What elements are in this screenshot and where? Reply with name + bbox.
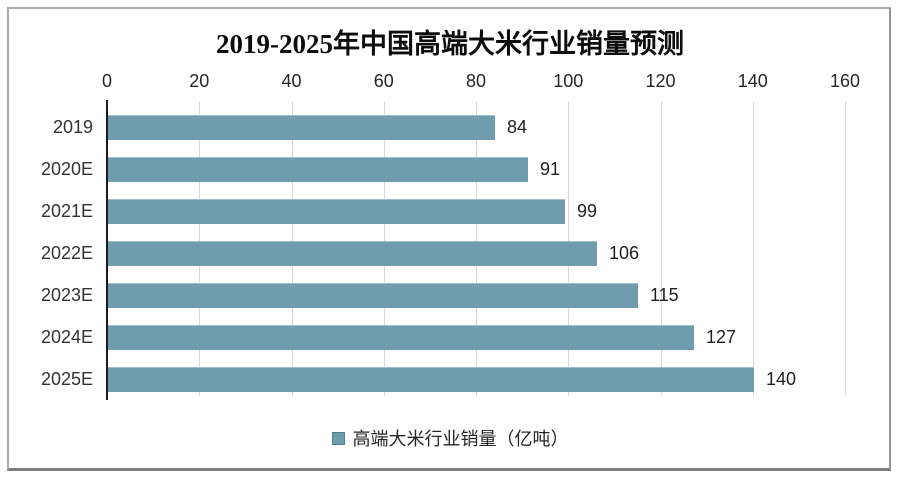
bar [108, 115, 495, 140]
x-axis-tick-label: 0 [101, 71, 112, 91]
x-axis-tick-label: 20 [189, 71, 210, 91]
chart-title: 2019-2025年中国高端大米行业销量预测 [216, 29, 684, 59]
gridline [845, 102, 846, 396]
x-axis-tick-label: 160 [829, 71, 861, 91]
value-label: 115 [650, 285, 679, 305]
x-axis-tick-label: 100 [553, 71, 584, 91]
category-label: 2019 [52, 117, 93, 137]
gridline [753, 102, 754, 396]
x-axis-tick-label: 120 [645, 71, 676, 91]
x-axis-tick-label: 80 [465, 71, 487, 91]
legend: 高端大米行业销量（亿吨） [0, 427, 900, 449]
bar [108, 283, 638, 308]
value-label: 99 [577, 201, 598, 221]
x-axis-tick-label: 40 [281, 71, 302, 91]
bar [108, 367, 754, 392]
legend-marker-icon [331, 431, 345, 445]
bar [108, 157, 528, 182]
category-label: 2020E [40, 159, 93, 179]
category-label: 2021E [40, 201, 93, 221]
value-label: 127 [706, 327, 737, 347]
x-axis-tick-label: 60 [373, 71, 394, 91]
category-label: 2022E [40, 243, 93, 263]
legend-label: 高端大米行业销量（亿吨） [352, 429, 569, 449]
bar [108, 241, 597, 266]
gridline [661, 102, 662, 396]
x-axis-tick-label: 140 [737, 71, 768, 91]
value-label: 91 [540, 159, 561, 179]
value-label: 84 [507, 117, 528, 137]
bar [108, 199, 565, 224]
bar [108, 325, 694, 350]
category-label: 2024E [40, 327, 93, 347]
value-label: 140 [766, 369, 797, 389]
y-axis-line [106, 100, 108, 400]
category-label: 2025E [40, 369, 93, 389]
category-label: 2023E [40, 285, 93, 305]
value-label: 106 [609, 243, 640, 263]
